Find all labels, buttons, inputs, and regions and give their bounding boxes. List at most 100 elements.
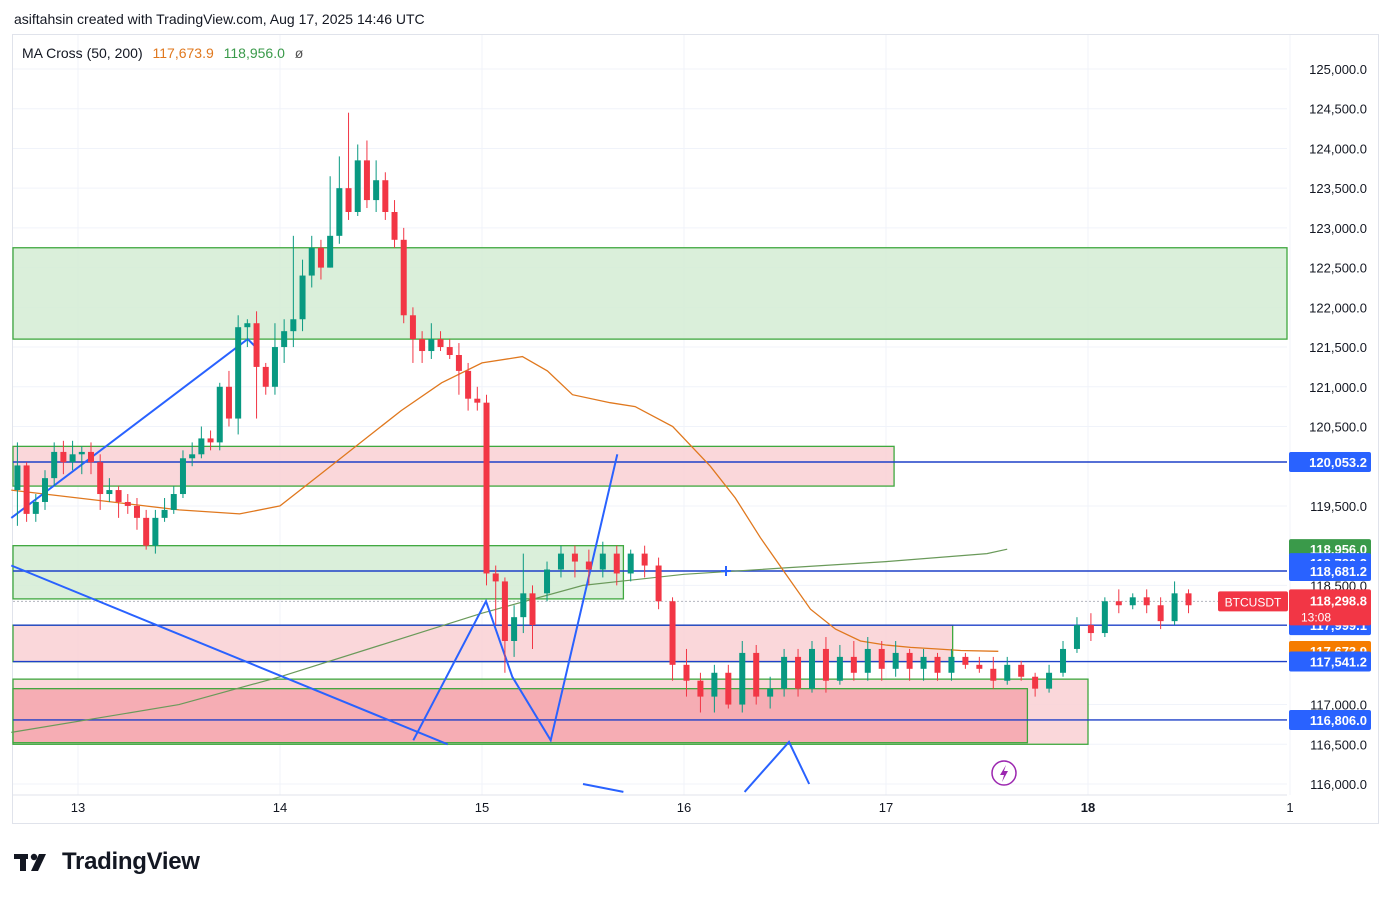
candle[interactable] (216, 382, 223, 451)
candle[interactable] (336, 156, 343, 244)
candle[interactable] (683, 648, 690, 697)
candle[interactable] (725, 664, 732, 709)
candle[interactable] (520, 553, 527, 634)
candle[interactable] (1143, 589, 1150, 614)
candle[interactable] (419, 331, 426, 363)
trend-arrow[interactable] (743, 740, 811, 793)
candle[interactable] (808, 641, 815, 693)
candle[interactable] (934, 652, 941, 681)
candle[interactable] (1060, 641, 1067, 677)
candle[interactable] (613, 545, 620, 586)
trend-arrow[interactable] (582, 783, 624, 793)
symbol-tag[interactable]: BTCUSDT (1218, 591, 1288, 612)
candle[interactable] (41, 470, 48, 510)
candle[interactable] (373, 160, 380, 212)
candle[interactable] (1185, 589, 1192, 614)
candle[interactable] (382, 172, 389, 220)
candle[interactable] (697, 672, 704, 713)
visibility-icon[interactable]: ø (294, 45, 304, 61)
candle[interactable] (391, 200, 398, 248)
candle[interactable] (1073, 617, 1080, 653)
supply-zone-mid[interactable] (12, 545, 625, 600)
candle[interactable] (253, 311, 260, 419)
candle[interactable] (1115, 589, 1122, 614)
candle[interactable] (1087, 613, 1094, 641)
ma50-line[interactable] (11, 355, 999, 652)
candle[interactable] (281, 319, 288, 363)
candle[interactable] (1129, 593, 1136, 610)
candle[interactable] (711, 664, 718, 713)
candle[interactable] (271, 323, 278, 395)
current-price-label[interactable]: 118,298.8 13:08 (1289, 589, 1371, 626)
candle[interactable] (976, 656, 983, 673)
candle[interactable] (23, 462, 30, 522)
candle[interactable] (290, 235, 297, 348)
candle[interactable] (189, 442, 196, 467)
candle[interactable] (1032, 672, 1039, 697)
candle[interactable] (198, 426, 205, 459)
candle[interactable] (492, 565, 499, 626)
price-label[interactable]: 118,681.2 (1289, 560, 1371, 581)
candle[interactable] (78, 446, 85, 475)
candle[interactable] (143, 509, 150, 550)
candle[interactable] (1101, 597, 1108, 638)
candle[interactable] (585, 549, 592, 586)
candle[interactable] (544, 561, 551, 602)
candle[interactable] (1171, 581, 1178, 626)
candle[interactable] (32, 494, 39, 522)
candle[interactable] (501, 577, 508, 673)
candle[interactable] (483, 394, 490, 586)
candle[interactable] (455, 343, 462, 395)
candle[interactable] (179, 450, 186, 498)
candle[interactable] (262, 362, 269, 395)
candle[interactable] (363, 140, 370, 209)
candle[interactable] (822, 637, 829, 693)
candle[interactable] (409, 307, 416, 363)
candle[interactable] (627, 549, 634, 582)
indicator-legend[interactable]: MA Cross (50, 200) 117,673.9 118,956.0 ø (22, 45, 309, 61)
candle[interactable] (345, 112, 352, 220)
candle[interactable] (739, 641, 746, 713)
candle[interactable] (850, 641, 857, 681)
candle[interactable] (400, 227, 407, 324)
candle[interactable] (51, 442, 58, 487)
candle[interactable] (599, 541, 606, 578)
candle[interactable] (106, 478, 113, 502)
candle[interactable] (557, 545, 564, 578)
price-label[interactable]: 117,541.2 (1289, 651, 1371, 672)
candle[interactable] (207, 430, 214, 451)
candle[interactable] (892, 641, 899, 677)
candle[interactable] (87, 442, 94, 475)
candle[interactable] (60, 440, 67, 475)
candle[interactable] (327, 176, 334, 268)
candle[interactable] (948, 648, 955, 681)
candle[interactable] (133, 498, 140, 530)
candle[interactable] (1004, 656, 1011, 685)
candle[interactable] (317, 239, 324, 280)
candle[interactable] (767, 676, 774, 709)
candle[interactable] (781, 648, 788, 697)
candle[interactable] (170, 486, 177, 514)
candle[interactable] (920, 648, 927, 681)
candle[interactable] (161, 498, 168, 522)
candle[interactable] (152, 509, 159, 554)
candle[interactable] (1018, 660, 1025, 681)
trend-arrow[interactable] (412, 454, 619, 743)
candle[interactable] (906, 648, 913, 681)
candle[interactable] (1157, 597, 1164, 630)
candle[interactable] (437, 331, 444, 352)
candle[interactable] (641, 545, 648, 578)
crosshair-icon[interactable] (721, 565, 731, 576)
trend-arrow[interactable] (10, 564, 449, 746)
candle[interactable] (124, 494, 131, 514)
supply-zone-upper[interactable] (12, 247, 1288, 340)
candle[interactable] (244, 319, 251, 348)
candle[interactable] (235, 315, 242, 435)
ma200-line[interactable] (11, 548, 1008, 733)
candle[interactable] (14, 442, 21, 526)
candle[interactable] (962, 652, 969, 669)
candle[interactable] (446, 339, 453, 359)
price-label[interactable]: 120,053.2 (1289, 451, 1371, 472)
candle[interactable] (529, 585, 536, 649)
